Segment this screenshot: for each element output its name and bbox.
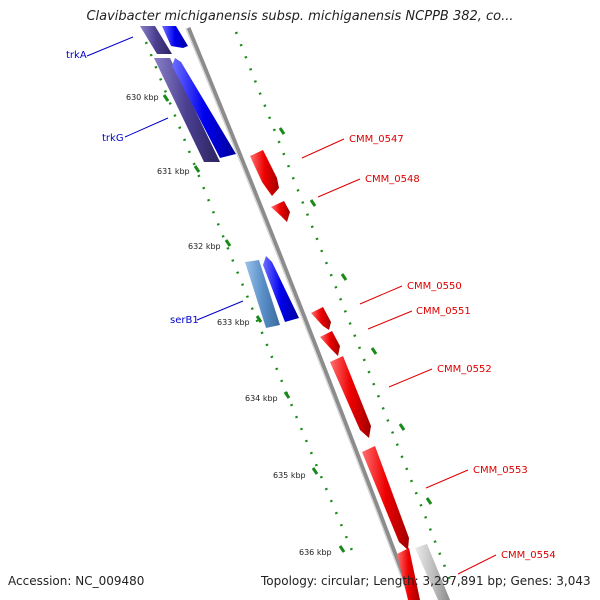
kbp-tick-630 — [162, 94, 170, 102]
gene-trkG-blue[interactable] — [172, 58, 236, 158]
gene-label-cmm-0547[interactable]: CMM_0547 — [349, 134, 404, 145]
backbone-highlight — [185, 27, 411, 600]
leader-cmm-0550 — [359, 285, 403, 305]
gene-cmm-0550[interactable] — [311, 307, 331, 330]
gene-label-trkG[interactable]: trkG — [102, 133, 124, 144]
gene-label-cmm-0552[interactable]: CMM_0552 — [437, 364, 492, 375]
genome-summary-text: Topology: circular; Length: 3,297,891 bp… — [261, 574, 591, 588]
kbp-tick-634 — [283, 391, 291, 399]
kbp-label: 635 kbp — [273, 471, 306, 480]
gene-cmm-0554[interactable] — [397, 548, 420, 600]
leader-trkG — [124, 117, 169, 138]
kbp-tick-631 — [193, 165, 201, 173]
ticks-inner — [144, 41, 358, 561]
outer-tick-2 — [309, 199, 317, 207]
gene-cmm-0548[interactable] — [271, 201, 290, 222]
outer-tick-6 — [425, 497, 433, 505]
map-title: Clavibacter michiganensis subsp. michiga… — [86, 9, 514, 24]
gene-grey[interactable] — [415, 544, 450, 600]
gene-label-cmm-0554[interactable]: CMM_0554 — [501, 550, 556, 561]
gene-serB1-light[interactable] — [245, 260, 280, 328]
kbp-tick-635 — [311, 467, 319, 475]
gene-trkA-dark[interactable] — [140, 26, 172, 54]
outer-tick-1 — [278, 127, 286, 135]
kbp-label: 630 kbp — [126, 93, 159, 102]
leader-trkA — [86, 36, 134, 57]
leader-cmm-0548 — [317, 178, 361, 198]
kbp-tick-632 — [224, 239, 232, 247]
gene-cmm-0551[interactable] — [320, 331, 340, 356]
kbp-label: 631 kbp — [157, 167, 190, 176]
kbp-tick-633 — [255, 315, 263, 323]
gene-cmm-0547[interactable] — [250, 150, 279, 196]
leader-cmm-0552 — [388, 368, 433, 388]
outer-tick-4 — [370, 347, 378, 355]
gene-cmm-0553[interactable] — [362, 446, 409, 550]
gene-serB1-blue[interactable] — [263, 256, 299, 322]
leader-cmm-0553 — [425, 469, 469, 489]
leader-cmm-0554 — [457, 554, 497, 575]
backbone-track — [185, 27, 415, 600]
outer-tick-5 — [398, 423, 406, 431]
kbp-label: 634 kbp — [245, 394, 278, 403]
leader-cmm-0547 — [301, 138, 345, 159]
leader-serB1 — [196, 300, 244, 321]
gene-cmm-0552[interactable] — [330, 356, 371, 438]
accession-text: Accession: NC_009480 — [8, 574, 145, 588]
kbp-label: 636 kbp — [299, 548, 332, 557]
gene-label-cmm-0550[interactable]: CMM_0550 — [407, 281, 462, 292]
gene-label-cmm-0548[interactable]: CMM_0548 — [365, 174, 420, 185]
kbp-label: 632 kbp — [188, 242, 221, 251]
kbp-tick-636 — [338, 545, 346, 553]
gene-label-cmm-0553[interactable]: CMM_0553 — [473, 465, 528, 476]
gene-label-serB1[interactable]: serB1 — [170, 315, 199, 326]
gene-trkA-blue[interactable] — [162, 26, 188, 48]
kbp-label: 633 kbp — [217, 318, 250, 327]
gene-trkG-dark[interactable] — [154, 58, 220, 162]
outer-tick-3 — [340, 273, 348, 281]
leader-cmm-0551 — [367, 310, 413, 330]
gene-label-cmm-0551[interactable]: CMM_0551 — [416, 306, 471, 317]
gene-label-trkA[interactable]: trkA — [66, 50, 87, 61]
